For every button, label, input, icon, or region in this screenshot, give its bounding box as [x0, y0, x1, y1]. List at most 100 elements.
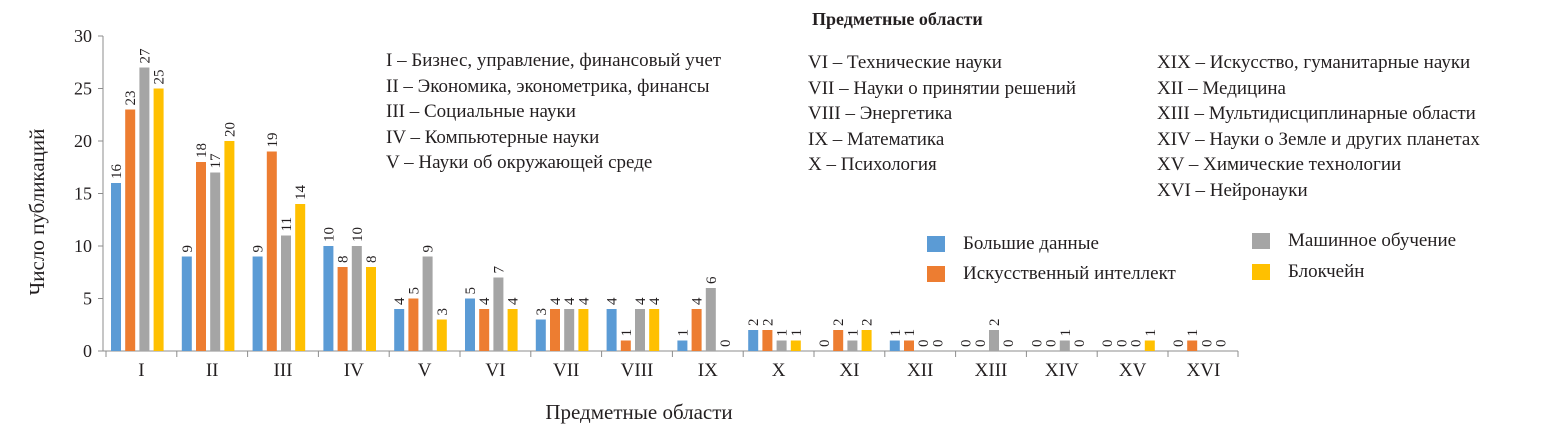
bar — [762, 330, 773, 351]
bar — [748, 330, 759, 351]
category-key-column-2: VI – Технические науки VII – Науки о прин… — [808, 50, 1076, 178]
bar-value-label: 5 — [463, 287, 479, 295]
bar — [691, 309, 702, 351]
bar — [606, 309, 617, 351]
bar — [620, 340, 631, 351]
bar — [507, 309, 518, 351]
bar — [889, 340, 900, 351]
category-key-entry: IV – Компьютерные науки — [386, 126, 600, 148]
bar-value-label: 0 — [1072, 340, 1088, 348]
category-key-entry: IX – Математика — [808, 128, 945, 150]
category-key-entry: II – Экономика, эконометрика, финансы — [386, 75, 710, 97]
bar — [847, 340, 858, 351]
x-tick-label: X — [772, 360, 786, 381]
bar — [1187, 340, 1198, 351]
legend-label: Искусственный интеллект — [963, 263, 1176, 284]
bar-value-label: 2 — [831, 319, 847, 327]
bar — [1059, 340, 1070, 351]
bar — [366, 267, 376, 351]
bar-value-label: 18 — [194, 143, 210, 158]
bar-value-label: 17 — [208, 153, 224, 169]
bar-value-label: 20 — [222, 122, 238, 137]
bar — [196, 162, 206, 351]
bar — [705, 288, 716, 351]
bar-value-label: 0 — [916, 340, 932, 348]
bars — [111, 67, 1198, 351]
category-key-entry: VII – Науки о принятии решений — [808, 77, 1077, 99]
category-key-column-1: I – Бизнес, управление, финансовый учет I… — [386, 48, 721, 176]
bar-value-label: 16 — [109, 164, 125, 180]
legend-item-big-data: Большие данные — [927, 233, 1099, 255]
bar — [989, 330, 999, 351]
bar — [465, 298, 475, 351]
bar-value-label: 2 — [987, 319, 1003, 327]
bar — [408, 298, 419, 351]
bar — [649, 309, 660, 351]
category-key-entry: XIX – Искусство, гуманитарные науки — [1157, 52, 1471, 73]
bar — [153, 88, 164, 351]
bar — [125, 109, 136, 351]
category-key-entry: XV – Химические технологии — [1157, 154, 1402, 176]
y-tick-label: 5 — [83, 289, 92, 309]
bar-value-label: 1 — [1185, 329, 1201, 337]
legend-item-blockchain: Блокчейн — [1252, 261, 1364, 283]
bar — [210, 172, 221, 351]
y-tick-label: 10 — [74, 236, 92, 256]
bar — [479, 309, 490, 351]
bar-value-label: 1 — [1058, 329, 1074, 337]
x-tick-label: VII — [553, 360, 579, 381]
bar — [861, 330, 872, 351]
bar — [677, 340, 688, 351]
x-axis-title: Предметные области — [545, 400, 732, 424]
bar-value-label: 2 — [746, 319, 762, 327]
category-key-entry: VI – Технические науки — [808, 52, 1002, 73]
category-key-entry: XVI – Нейронауки — [1157, 179, 1308, 201]
bar-value-label: 0 — [1214, 340, 1230, 348]
bar-value-label: 1 — [775, 329, 791, 337]
bar-value-label: 0 — [1100, 340, 1116, 348]
legend-swatch — [1252, 233, 1270, 249]
bar-value-label: 23 — [123, 91, 139, 106]
bar-value-label: 0 — [718, 340, 734, 348]
y-tick-label: 0 — [83, 341, 92, 361]
bar-value-label: 4 — [605, 297, 621, 305]
x-axis: I II III IV V VI VII VIII IX X XI XII XIII XIV XV XVI — [103, 350, 1239, 381]
bar — [281, 235, 291, 351]
y-tick-label: 25 — [74, 79, 92, 99]
bar-value-label: 1 — [675, 329, 691, 337]
bar — [139, 67, 150, 351]
bar-value-label: 4 — [477, 297, 493, 305]
legend-swatch — [1252, 264, 1270, 280]
x-tick-label: VIII — [621, 360, 654, 381]
bar — [252, 256, 263, 351]
bar-value-label: 1 — [888, 329, 904, 337]
bar — [535, 319, 546, 351]
y-tick-label: 20 — [74, 131, 92, 151]
bar-value-label: 4 — [647, 297, 663, 305]
category-key-entry: XII – Медицина — [1157, 77, 1286, 99]
x-tick-label: IX — [698, 360, 718, 381]
legend-item-machine-learning: Машинное обучение — [1252, 230, 1456, 252]
category-key-entry: III – Социальные науки — [386, 101, 576, 123]
category-key-entry: XIV – Науки о Земле и других планетах — [1157, 128, 1480, 150]
legend-label: Большие данные — [963, 233, 1099, 254]
y-axis-title: Число публикаций — [25, 129, 49, 296]
bar-value-label: 9 — [251, 245, 267, 253]
bar-value-label: 7 — [491, 266, 507, 274]
bar-value-label: 0 — [973, 340, 989, 348]
bar-value-label: 0 — [930, 340, 946, 348]
bar — [351, 246, 362, 351]
bar-value-label: 4 — [506, 297, 522, 305]
bar — [904, 340, 914, 351]
bar-value-label: 10 — [350, 227, 366, 242]
bar — [323, 246, 334, 351]
category-key-title: Предметные области — [812, 9, 983, 29]
bar-value-label: 4 — [562, 297, 578, 305]
x-tick-label: V — [418, 360, 432, 381]
bar — [224, 141, 235, 351]
x-tick-label: XIII — [975, 360, 1008, 381]
bar-value-label: 4 — [392, 297, 408, 305]
legend-swatch — [927, 266, 945, 282]
bar-value-label: 0 — [1114, 340, 1130, 348]
bar — [295, 204, 306, 351]
